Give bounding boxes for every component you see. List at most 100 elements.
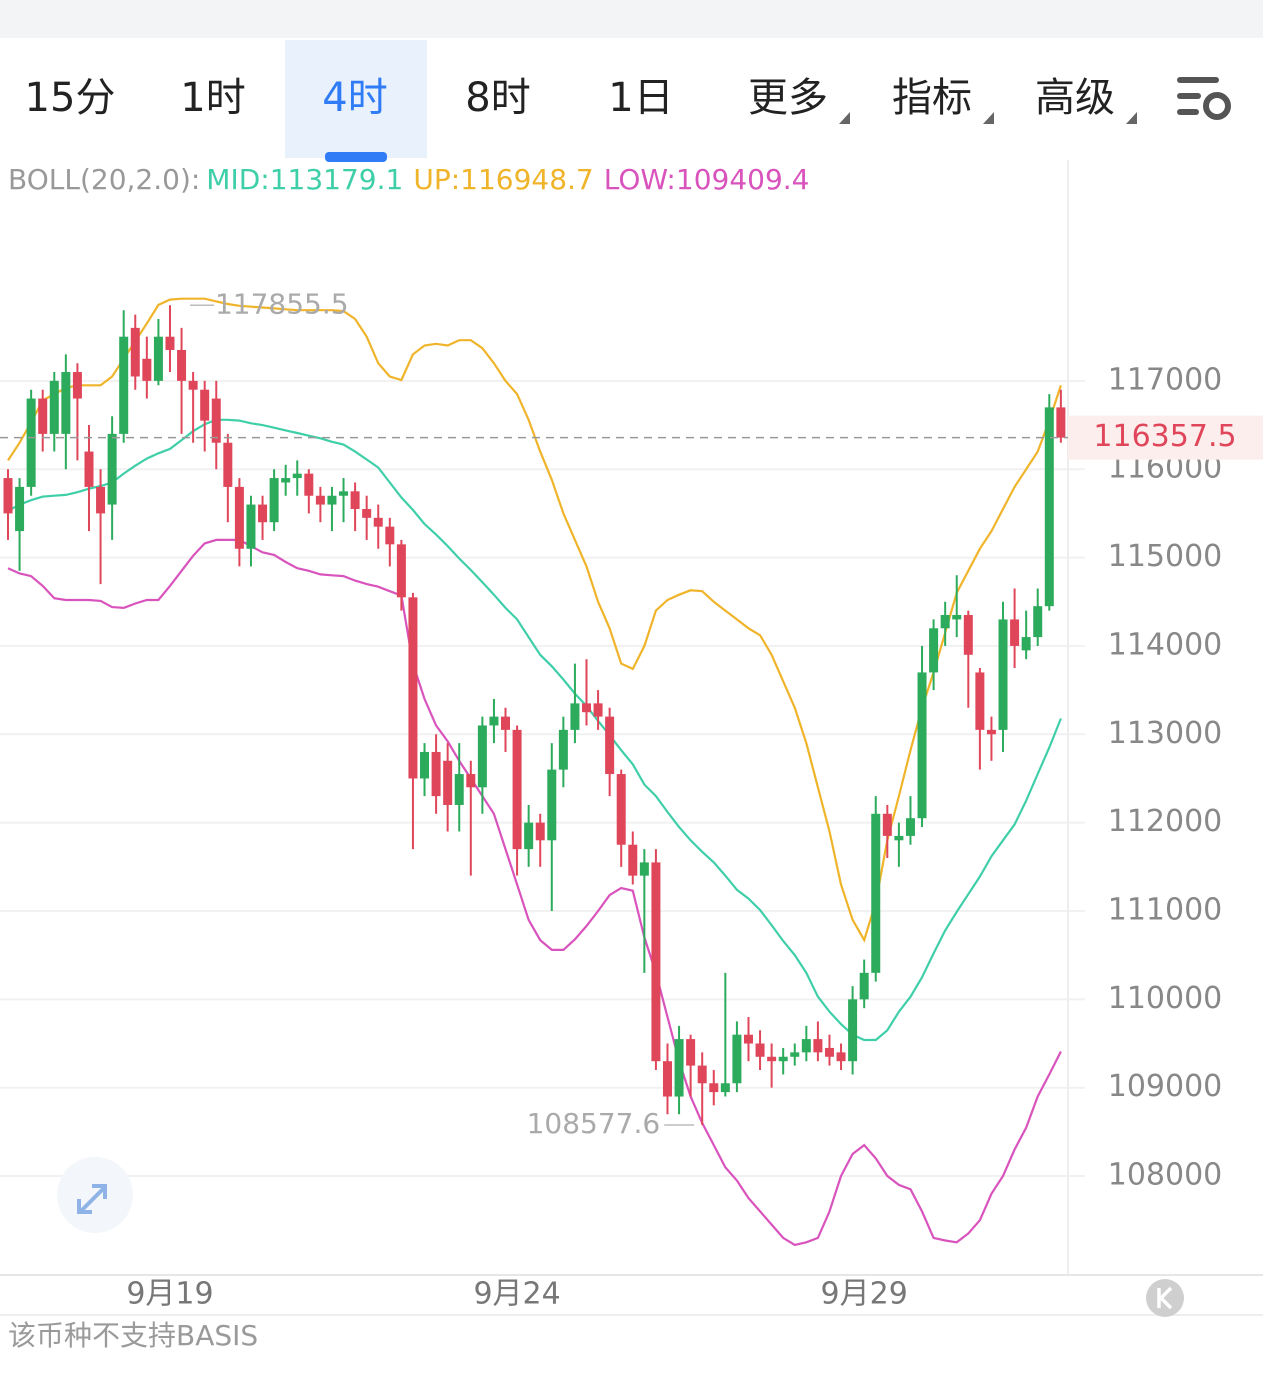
candle-body — [848, 999, 858, 1062]
candle-body — [188, 380, 198, 390]
candle-body — [582, 703, 591, 713]
last-price-box — [1068, 415, 1263, 460]
menu[interactable]: 更多 — [748, 75, 850, 124]
tab[interactable]: 8时 — [465, 75, 530, 121]
candle-body — [443, 760, 453, 805]
menu[interactable]: 指标 — [892, 75, 994, 124]
tab[interactable]: 4时 — [285, 40, 427, 162]
legend-name: MID: — [206, 163, 269, 196]
settings-icon[interactable] — [1177, 77, 1231, 120]
tab-label: 8时 — [465, 75, 530, 121]
candle-body — [258, 504, 268, 523]
legend-name: UP: — [413, 163, 460, 196]
candle-body — [466, 774, 476, 788]
candle-body — [882, 813, 892, 836]
candle-body — [524, 822, 534, 850]
candle-body — [986, 729, 996, 735]
candle-body — [396, 544, 406, 598]
menu[interactable]: 高级 — [1035, 75, 1137, 124]
button-bg — [1146, 1279, 1184, 1317]
y-tick-label: 110000 — [1108, 981, 1223, 1016]
candle-body — [38, 398, 48, 434]
y-tick-label: 109000 — [1108, 1069, 1223, 1104]
candle-body — [234, 486, 244, 549]
tab[interactable]: 15分 — [25, 75, 116, 121]
candle-body — [709, 1083, 719, 1093]
candle-body — [767, 1056, 777, 1062]
tab-bar: 15分 1时 4时 8时 1日 更多 指标 高级 — [25, 40, 1137, 162]
candle-body — [790, 1052, 800, 1057]
y-tick-label: 115000 — [1108, 539, 1223, 574]
candle-body — [894, 835, 904, 841]
candle-body — [836, 1052, 846, 1062]
candle-body — [1010, 619, 1020, 646]
menu-label: 高级 — [1035, 75, 1115, 121]
candle-body — [477, 725, 487, 788]
candle-body — [26, 398, 36, 487]
candle-body — [651, 862, 661, 1062]
indicator-legend: BOLL(20,2.0): MID:113179.1 UP:116948.7 LOW:… — [8, 163, 809, 196]
top-strip — [0, 0, 1263, 38]
legend-value: 113179.1 — [270, 163, 404, 196]
candle-body — [269, 478, 279, 523]
candle-body — [501, 716, 511, 730]
candle-body — [362, 508, 372, 518]
candle-body — [61, 372, 71, 434]
candle-body — [929, 628, 939, 673]
menu-caret — [1126, 112, 1137, 124]
candle-body — [1021, 637, 1031, 651]
candle-body — [755, 1043, 765, 1057]
candle-body — [130, 327, 140, 377]
candle-body — [177, 349, 187, 381]
expand-button[interactable] — [57, 1157, 133, 1233]
candle-body — [223, 442, 233, 487]
candle-body — [142, 358, 152, 381]
candle-body — [535, 822, 545, 841]
tab-highlight — [285, 40, 427, 158]
candle-body — [720, 1083, 730, 1093]
candle-body — [246, 504, 256, 549]
candle-body — [570, 703, 580, 730]
candle-body — [639, 862, 649, 876]
candle-body — [211, 398, 221, 443]
candle-body — [281, 478, 291, 483]
indicator-name: BOLL(20,2.0): — [8, 163, 200, 196]
candle-body — [940, 615, 950, 629]
tab-underline — [325, 152, 387, 162]
candle-body — [327, 495, 337, 505]
candle-body — [350, 491, 360, 509]
candle-body — [72, 372, 82, 399]
last-price-label: 116357.5 — [1093, 419, 1236, 454]
candle-body — [165, 336, 175, 350]
candle-body — [547, 769, 557, 841]
candle-body — [905, 818, 915, 836]
expand-icon — [77, 1184, 107, 1214]
candle-body — [871, 813, 881, 973]
candle-body — [824, 1047, 834, 1057]
candle-body — [1044, 407, 1054, 607]
tab-label: 4时 — [322, 75, 387, 121]
y-tick-label: 117000 — [1108, 362, 1223, 397]
tab[interactable]: 1日 — [608, 75, 673, 121]
candle-body — [153, 336, 163, 381]
candle-body — [315, 495, 325, 505]
tab[interactable]: 1时 — [180, 75, 245, 121]
candle-body — [975, 672, 985, 730]
candle-body — [732, 1034, 742, 1084]
plot — [0, 297, 1085, 1247]
candle-body — [408, 597, 418, 779]
k-button[interactable] — [1146, 1279, 1184, 1317]
y-tick-label: 114000 — [1108, 627, 1223, 662]
candle-body — [420, 751, 430, 779]
menu-label: 更多 — [748, 75, 828, 121]
candle-body — [801, 1039, 811, 1053]
candle-body — [489, 716, 499, 726]
candle-body — [628, 844, 638, 876]
candle-body — [15, 486, 25, 532]
candle-body — [605, 716, 615, 775]
candle-body — [454, 774, 464, 805]
legend-name: LOW: — [604, 163, 676, 196]
boll-line — [7, 297, 1062, 943]
tab-label: 1时 — [180, 75, 245, 121]
